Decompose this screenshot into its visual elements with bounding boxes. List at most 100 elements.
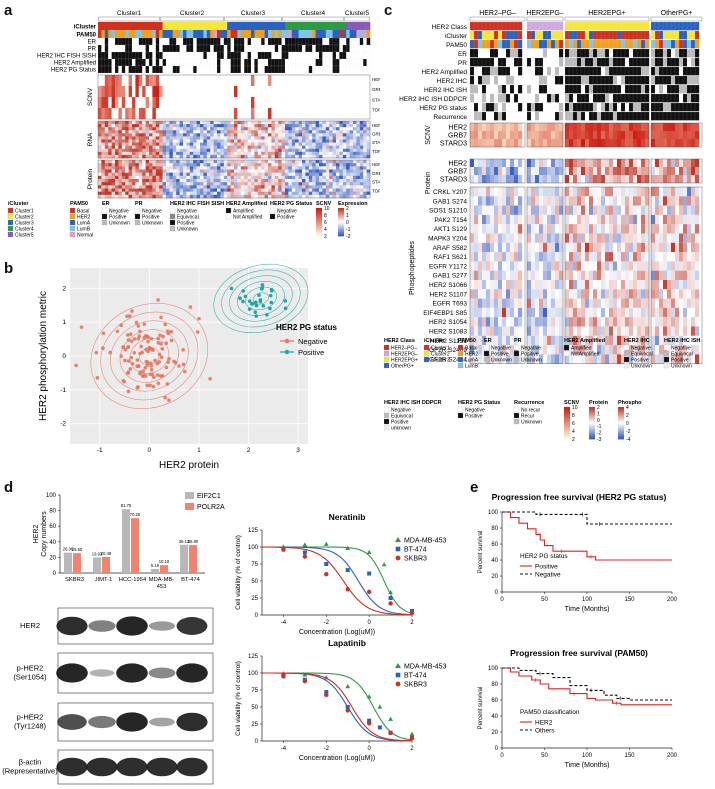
heat-cell <box>189 121 194 125</box>
pam50-cell <box>196 30 201 38</box>
phospho-cell <box>629 280 634 290</box>
scnv-cell <box>655 139 660 147</box>
clinical-cell <box>596 66 602 76</box>
clinical-cell <box>596 75 602 85</box>
clinical-cell <box>554 48 560 58</box>
heat-cell <box>111 130 116 134</box>
negative-point <box>159 355 164 360</box>
scnv-cell <box>539 123 544 131</box>
a-legend-scnv-grad-step <box>316 233 322 235</box>
clinical-cell <box>666 93 672 103</box>
heat-cell <box>308 175 313 180</box>
heat-cell <box>295 127 299 131</box>
pam50-cell <box>166 30 170 38</box>
heat-cell <box>234 97 238 109</box>
heat-cell <box>257 133 262 137</box>
clinical-cell <box>616 93 622 103</box>
clinical-cell <box>546 39 552 49</box>
heat-cell <box>179 133 184 137</box>
heat-cell <box>244 182 248 186</box>
heat-cell <box>220 108 225 120</box>
phospho-cell <box>569 335 574 346</box>
phospho-cell <box>593 289 598 299</box>
heat-cell <box>329 133 333 137</box>
clinical-cell <box>477 21 483 31</box>
scnv-cell <box>494 123 499 131</box>
phospho-cell <box>573 335 578 346</box>
heat-cell <box>268 191 272 196</box>
heat-cell <box>234 154 238 159</box>
heat-cell <box>108 154 112 159</box>
heat-cell <box>325 127 330 131</box>
heat-cell <box>305 97 310 109</box>
phospho-cell <box>577 289 582 299</box>
heat-cell <box>128 166 133 170</box>
heat-cell <box>149 172 153 177</box>
phospho-cell <box>629 214 634 225</box>
clinical-cell <box>128 58 133 67</box>
clinical-cell <box>489 48 495 58</box>
heat-cell <box>183 188 187 192</box>
clinical-cell <box>339 58 344 67</box>
clinical-cell <box>131 51 136 60</box>
heat-cell <box>353 194 357 199</box>
phospho-cell <box>502 196 507 206</box>
heat-cell <box>346 166 350 170</box>
phospho-cell <box>597 326 602 336</box>
clinical-cell <box>210 44 214 53</box>
positive-point <box>269 287 274 292</box>
heat-cell <box>98 145 102 150</box>
heat-cell <box>217 154 221 159</box>
phospho-cell <box>629 354 634 364</box>
heat-cell <box>244 142 248 146</box>
clinical-cell <box>216 44 221 53</box>
phospho-cell <box>637 252 642 262</box>
heat-cell <box>166 191 170 196</box>
clinical-cell <box>501 111 507 121</box>
heat-cell <box>315 175 320 180</box>
heat-cell <box>346 108 350 120</box>
heat-cell <box>366 139 371 143</box>
heat-cell <box>193 175 197 180</box>
heat-cell <box>237 154 242 159</box>
heat-cell <box>234 185 238 189</box>
scnv-cell <box>581 139 586 147</box>
heat-cell <box>179 127 184 131</box>
heat-cell <box>149 151 153 156</box>
heat-cell <box>101 175 106 180</box>
phospho-cell <box>573 317 578 327</box>
clinical-cell <box>654 111 660 121</box>
heat-cell <box>223 97 228 109</box>
pam50-cell <box>261 30 265 38</box>
phospho-cell <box>470 307 475 318</box>
heat-cell <box>230 172 235 177</box>
pam50-cell <box>305 30 310 38</box>
clinical-cell <box>501 48 507 58</box>
heat-cell <box>196 145 201 150</box>
phospho-cell <box>609 261 614 271</box>
phospho-cell <box>490 270 495 280</box>
heat-cell <box>274 194 279 199</box>
heat-cell <box>315 142 320 146</box>
heat-cell <box>142 75 146 87</box>
phospho-cell <box>565 280 570 290</box>
clinical-cell <box>584 48 590 58</box>
heat-cell <box>138 151 143 156</box>
scnv-cell <box>625 123 630 131</box>
heat-cell <box>342 154 347 159</box>
clinical-cell <box>682 93 688 103</box>
heat-cell <box>268 124 272 128</box>
heat-cell <box>189 139 194 143</box>
heat-cell <box>285 97 289 109</box>
clinical-cell <box>172 65 177 74</box>
protein-cell <box>637 159 642 167</box>
scnv-cell <box>621 131 626 139</box>
heat-cell <box>172 124 177 128</box>
clinical-cell <box>135 65 140 74</box>
track-label: PR <box>458 60 467 67</box>
protein-cell <box>659 159 664 167</box>
phospho-cell <box>641 280 646 290</box>
clinical-cell <box>278 51 282 60</box>
heat-cell <box>264 142 269 146</box>
clinical-cell <box>678 48 684 58</box>
